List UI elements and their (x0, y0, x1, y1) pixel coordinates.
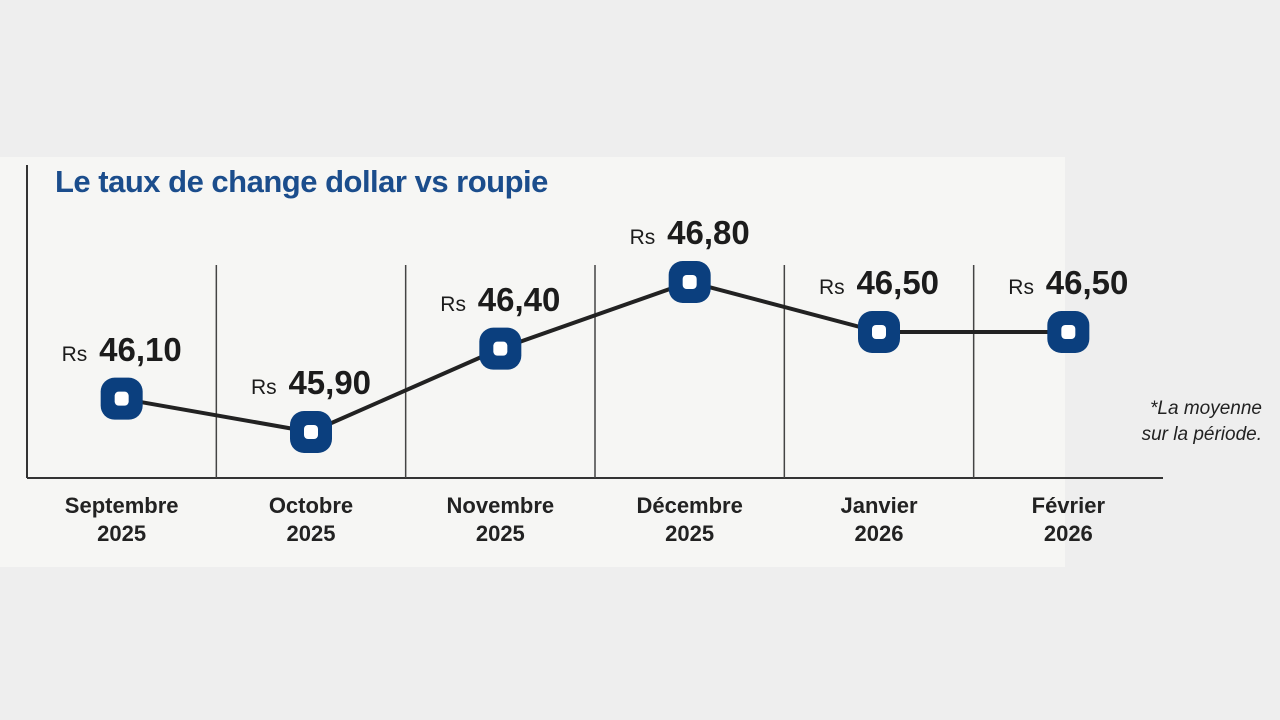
value-label: Rs 46,80 (629, 214, 750, 251)
x-tick-label: Septembre 2025 (64, 493, 179, 546)
marker-hole (304, 425, 318, 439)
marker-hole (114, 391, 129, 406)
value-label: Rs 45,90 (250, 364, 372, 401)
marker-hole (1061, 325, 1076, 339)
x-tick-label: Février 2026 (1031, 493, 1106, 546)
annotation: *La moyenne (1150, 398, 1262, 419)
x-tick-label: Octobre 2025 (268, 493, 354, 546)
x-tick-label: Novembre 2025 (446, 493, 555, 546)
panel (0, 157, 1065, 567)
marker-hole (682, 275, 697, 289)
x-tick-label: Décembre 2025 (636, 493, 743, 546)
annotation: sur la période. (1141, 424, 1262, 445)
x-tick-label: Janvier 2026 (840, 493, 918, 546)
value-label: Rs 46,50 (818, 264, 940, 301)
line (121, 279, 1069, 435)
chart-title: Le taux de change dollar vs roupie (55, 164, 548, 199)
value-label: Rs 46,40 (440, 280, 561, 318)
value-label: Rs 46,50 (1008, 264, 1129, 301)
marker-hole (493, 341, 508, 356)
marker-hole (872, 325, 886, 339)
value-label: Rs 46,10 (61, 330, 182, 368)
